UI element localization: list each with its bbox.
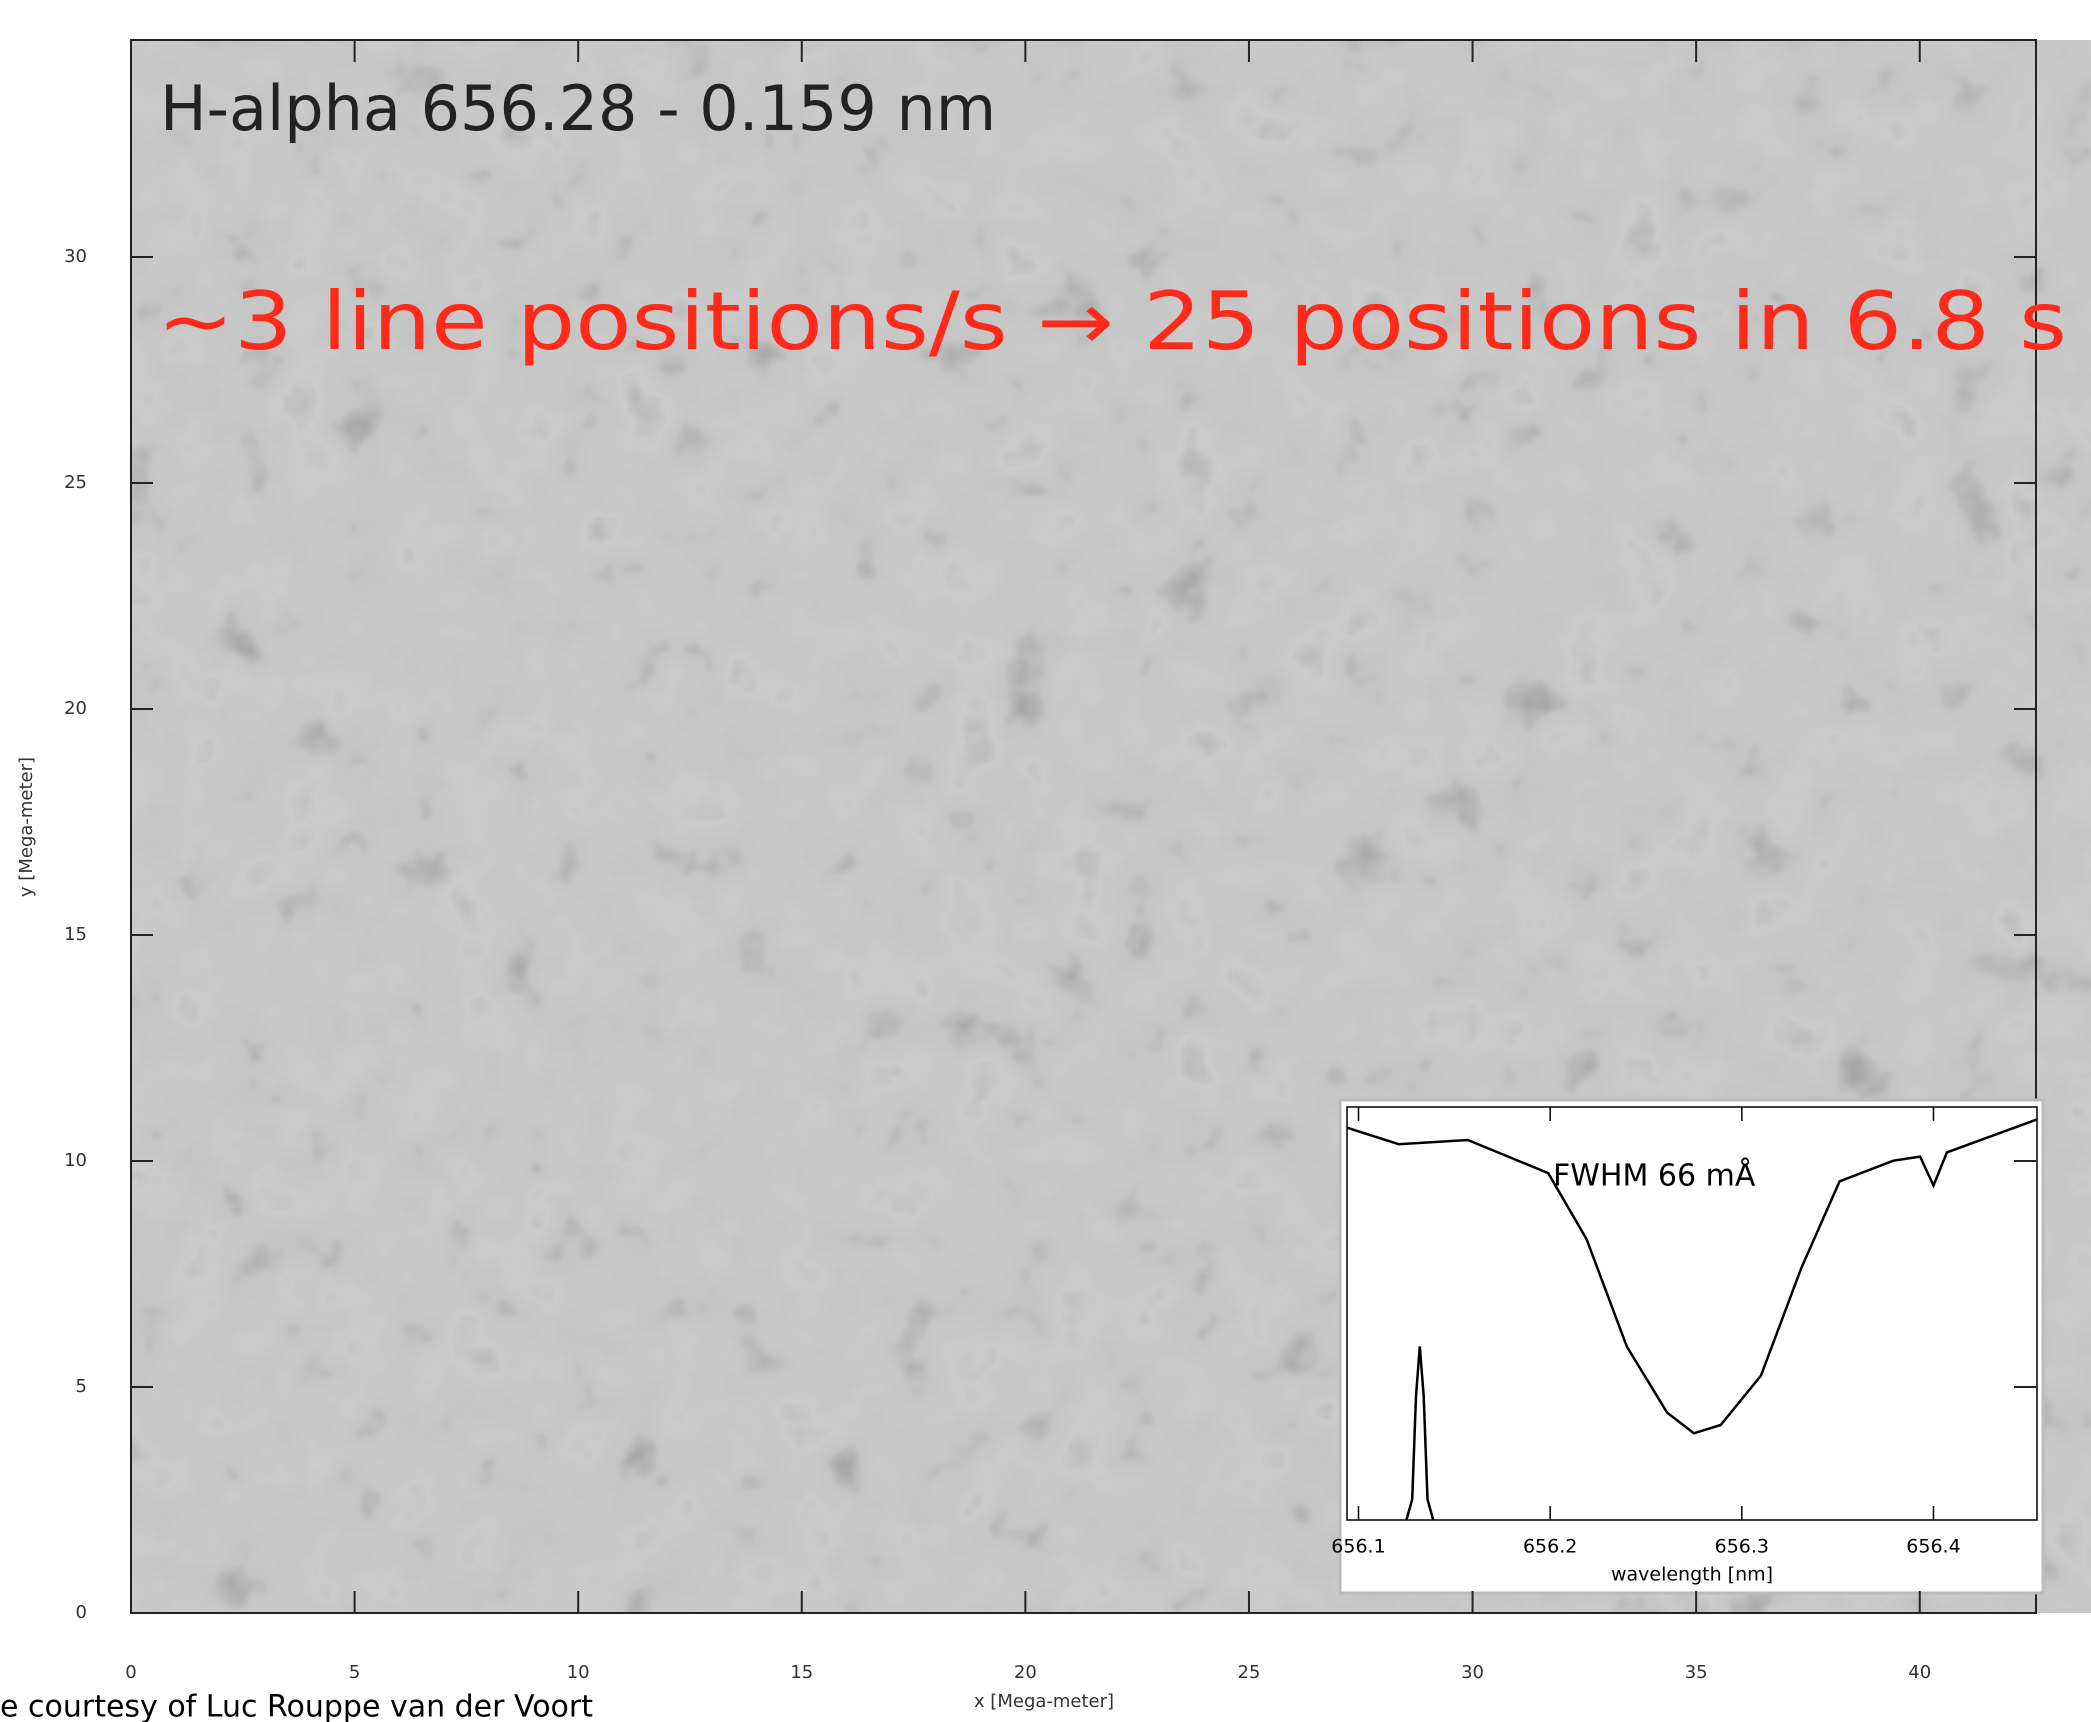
y-tick-label: 30: [64, 246, 87, 267]
plot-frame: [130, 39, 2037, 1614]
x-tick-label: 10: [567, 1662, 590, 1683]
inset-frame: [1346, 1106, 2038, 1521]
x-tick-label: 40: [1908, 1662, 1931, 1683]
x-tick-label: 656.3: [1715, 1536, 1769, 1558]
spectral-line: [1405, 1346, 1435, 1521]
x-tick-label: 30: [1461, 1662, 1484, 1683]
y-tick-label: 0: [76, 1602, 87, 1623]
image-title: H-alpha 656.28 - 0.159 nm: [160, 72, 996, 145]
y-axis-label: y [Mega-meter]: [16, 757, 37, 897]
inset-annotation: FWHM 66 mÅ: [1553, 1158, 1756, 1194]
inset-x-label: wavelength [nm]: [1611, 1564, 1773, 1586]
x-tick-label: 656.2: [1523, 1536, 1577, 1558]
y-tick-label: 15: [64, 924, 87, 945]
x-tick-label: 15: [790, 1662, 813, 1683]
x-tick-label: 20: [1014, 1662, 1037, 1683]
y-tick-label: 5: [76, 1376, 87, 1397]
y-tick-label: 25: [64, 472, 87, 493]
y-tick-label: 10: [64, 1150, 87, 1171]
x-tick-label: 656.1: [1331, 1536, 1385, 1558]
x-tick-label: 5: [349, 1662, 360, 1683]
x-tick-label: 0: [125, 1662, 136, 1683]
inset-panel: [1338, 1098, 2045, 1595]
annotation: ~3 line positions/s → 25 positions in 6.…: [157, 275, 2067, 368]
x-tick-label: 25: [1238, 1662, 1261, 1683]
y-tick-label: 20: [64, 698, 87, 719]
spectral-line: [1346, 1118, 2038, 1435]
x-axis-label: x [Mega-meter]: [974, 1691, 1114, 1712]
x-tick-label: 35: [1685, 1662, 1708, 1683]
x-tick-label: 656.4: [1906, 1536, 1960, 1558]
caption: e courtesy of Luc Rouppe van der Voort: [0, 1690, 593, 1722]
